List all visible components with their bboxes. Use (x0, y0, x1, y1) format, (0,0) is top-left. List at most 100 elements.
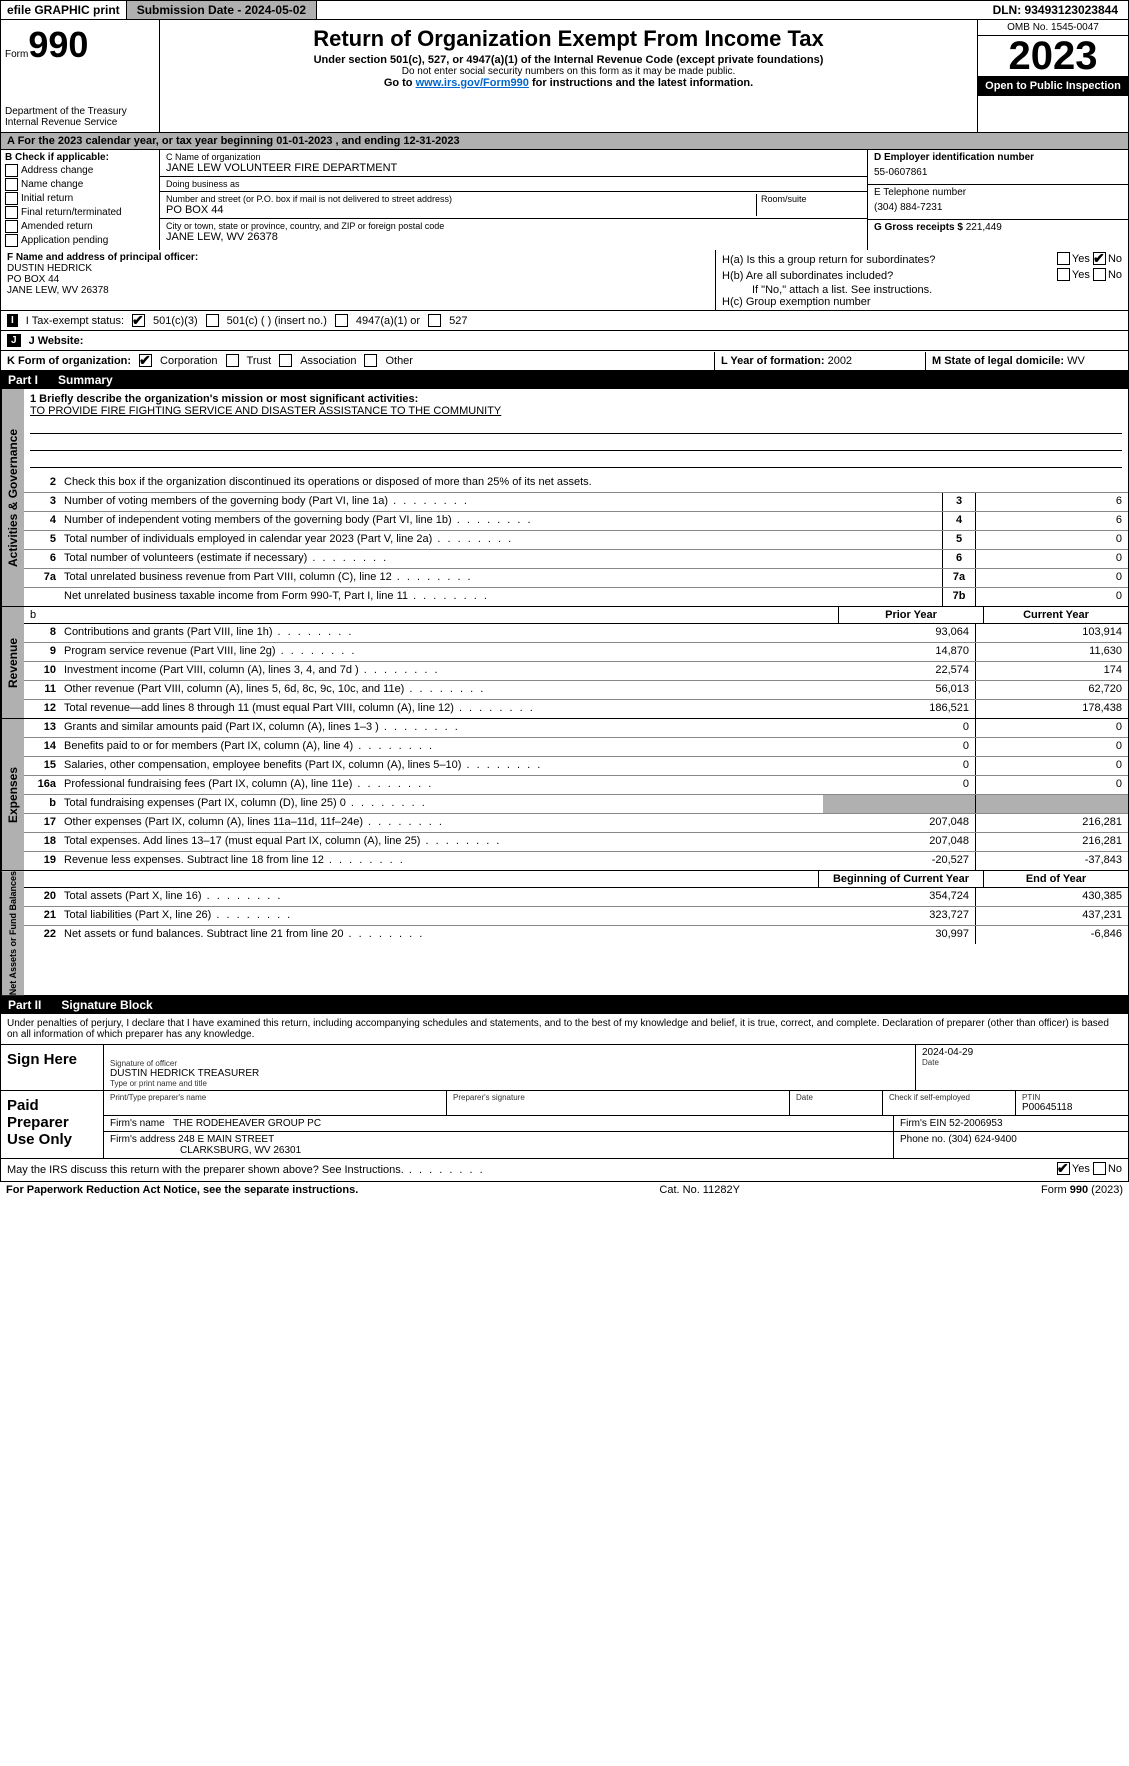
mission-label: 1 Briefly describe the organization's mi… (30, 393, 1122, 405)
data-line: 10Investment income (Part VIII, column (… (24, 662, 1128, 681)
sig-officer-name: DUSTIN HEDRICK TREASURER (110, 1068, 909, 1079)
cb-initial-return[interactable] (5, 192, 18, 205)
box-deg: D Employer identification number 55-0607… (867, 150, 1128, 250)
footer: For Paperwork Reduction Act Notice, see … (0, 1182, 1129, 1198)
cb-501c[interactable] (206, 314, 219, 327)
lbl-501c: 501(c) ( ) (insert no.) (227, 315, 327, 327)
l-label: L Year of formation: (721, 355, 825, 367)
j-tag: J (7, 334, 21, 347)
sign-here-label: Sign Here (1, 1045, 104, 1090)
box-c: C Name of organization JANE LEW VOLUNTEE… (160, 150, 867, 250)
i-label: I Tax-exempt status: (26, 315, 124, 327)
ein-label: D Employer identification number (874, 152, 1122, 163)
cb-amended[interactable] (5, 220, 18, 233)
governance-section: Activities & Governance 1 Briefly descri… (0, 389, 1129, 607)
data-line: 22Net assets or fund balances. Subtract … (24, 926, 1128, 944)
org-name: JANE LEW VOLUNTEER FIRE DEPARTMENT (166, 162, 861, 174)
ha-no[interactable] (1093, 252, 1106, 265)
part2-header: Part II Signature Block (0, 996, 1129, 1014)
side-expenses: Expenses (1, 719, 24, 870)
line2-num: 2 (24, 474, 60, 492)
hb-label: H(b) Are all subordinates included? (722, 270, 893, 282)
goto-pre: Go to (384, 77, 416, 89)
street-label: Number and street (or P.O. box if mail i… (166, 194, 756, 204)
tax-year-row: A For the 2023 calendar year, or tax yea… (0, 133, 1129, 150)
box-f: F Name and address of principal officer:… (1, 250, 716, 310)
subtitle-2: Do not enter social security numbers on … (164, 66, 973, 77)
cb-501c3[interactable] (132, 314, 145, 327)
rev-col-header: b Prior Year Current Year (24, 607, 1128, 624)
officer-label: F Name and address of principal officer: (7, 252, 709, 263)
firm-ein: 52-2006953 (949, 1118, 1002, 1129)
box-h: H(a) Is this a group return for subordin… (716, 250, 1128, 310)
hb-yes[interactable] (1057, 268, 1070, 281)
sign-here-block: Sign Here Signature of officer DUSTIN HE… (0, 1045, 1129, 1091)
part1-header: Part I Summary (0, 371, 1129, 389)
cb-app-pending[interactable] (5, 234, 18, 247)
j-label: J Website: (29, 335, 84, 347)
discuss-text: May the IRS discuss this return with the… (7, 1164, 404, 1176)
prep-self-label: Check if self-employed (889, 1093, 1009, 1102)
firm-ein-label: Firm's EIN (900, 1118, 946, 1129)
revenue-section: Revenue b Prior Year Current Year 8Contr… (0, 607, 1129, 719)
hb-no[interactable] (1093, 268, 1106, 281)
row-klm: K Form of organization: Corporation Trus… (0, 351, 1129, 371)
hc-label: H(c) Group exemption number (722, 296, 1122, 308)
cb-corp[interactable] (139, 354, 152, 367)
dln: DLN: 93493123023844 (983, 1, 1128, 19)
data-line: bTotal fundraising expenses (Part IX, co… (24, 795, 1128, 814)
net-assets-section: Net Assets or Fund Balances Beginning of… (0, 871, 1129, 996)
line2-desc: Check this box if the organization disco… (60, 474, 1128, 492)
data-line: 8Contributions and grants (Part VIII, li… (24, 624, 1128, 643)
box-b: B Check if applicable: Address change Na… (1, 150, 160, 250)
footer-right: Form 990 (2023) (1041, 1184, 1123, 1196)
tax-year: 2023 (978, 36, 1128, 76)
firm-phone: (304) 624-9400 (948, 1134, 1016, 1145)
data-line: 20Total assets (Part X, line 16)354,7244… (24, 888, 1128, 907)
cb-other[interactable] (364, 354, 377, 367)
paid-preparer-block: Paid Preparer Use Only Print/Type prepar… (0, 1091, 1129, 1159)
officer-addr2: JANE LEW, WV 26378 (7, 285, 709, 296)
open-inspection: Open to Public Inspection (978, 76, 1128, 96)
officer-name: DUSTIN HEDRICK (7, 263, 709, 274)
data-line: 12Total revenue—add lines 8 through 11 (… (24, 700, 1128, 718)
cb-final-return[interactable] (5, 206, 18, 219)
sig-declaration: Under penalties of perjury, I declare th… (0, 1014, 1129, 1045)
cb-527[interactable] (428, 314, 441, 327)
i-tag: I (7, 314, 18, 327)
ha-yes[interactable] (1057, 252, 1070, 265)
lbl-address-change: Address change (21, 165, 93, 176)
top-bar: efile GRAPHIC print Submission Date - 20… (0, 0, 1129, 20)
data-line: 16aProfessional fundraising fees (Part I… (24, 776, 1128, 795)
part2-title: Signature Block (61, 998, 152, 1012)
subtitle-3: Go to www.irs.gov/Form990 for instructio… (164, 77, 973, 89)
lbl-trust: Trust (247, 355, 272, 367)
org-name-label: C Name of organization (166, 152, 861, 162)
discuss-yes[interactable] (1057, 1162, 1070, 1175)
data-line: 9Program service revenue (Part VIII, lin… (24, 643, 1128, 662)
officer-addr1: PO BOX 44 (7, 274, 709, 285)
current-year-header: Current Year (983, 607, 1128, 623)
city-value: JANE LEW, WV 26378 (166, 231, 861, 243)
form990-link[interactable]: www.irs.gov/Form990 (416, 77, 529, 89)
efile-label[interactable]: efile GRAPHIC print (1, 1, 126, 19)
sig-officer-label: Signature of officer (110, 1059, 909, 1068)
discuss-no[interactable] (1093, 1162, 1106, 1175)
gov-line: 7aTotal unrelated business revenue from … (24, 569, 1128, 588)
cb-assoc[interactable] (279, 354, 292, 367)
row-f-h: F Name and address of principal officer:… (0, 250, 1129, 311)
lbl-assoc: Association (300, 355, 356, 367)
sig-date-label: Date (922, 1058, 1122, 1067)
cb-4947[interactable] (335, 314, 348, 327)
firm-addr: 248 E MAIN STREET (178, 1134, 274, 1145)
cb-trust[interactable] (226, 354, 239, 367)
gross-value: 221,449 (966, 222, 1002, 233)
l-value: 2002 (828, 355, 852, 367)
cb-address-change[interactable] (5, 164, 18, 177)
lbl-amended: Amended return (21, 221, 93, 232)
data-line: 11Other revenue (Part VIII, column (A), … (24, 681, 1128, 700)
prep-name-label: Print/Type preparer's name (110, 1093, 440, 1102)
gov-line: 4Number of independent voting members of… (24, 512, 1128, 531)
street-value: PO BOX 44 (166, 204, 756, 216)
cb-name-change[interactable] (5, 178, 18, 191)
